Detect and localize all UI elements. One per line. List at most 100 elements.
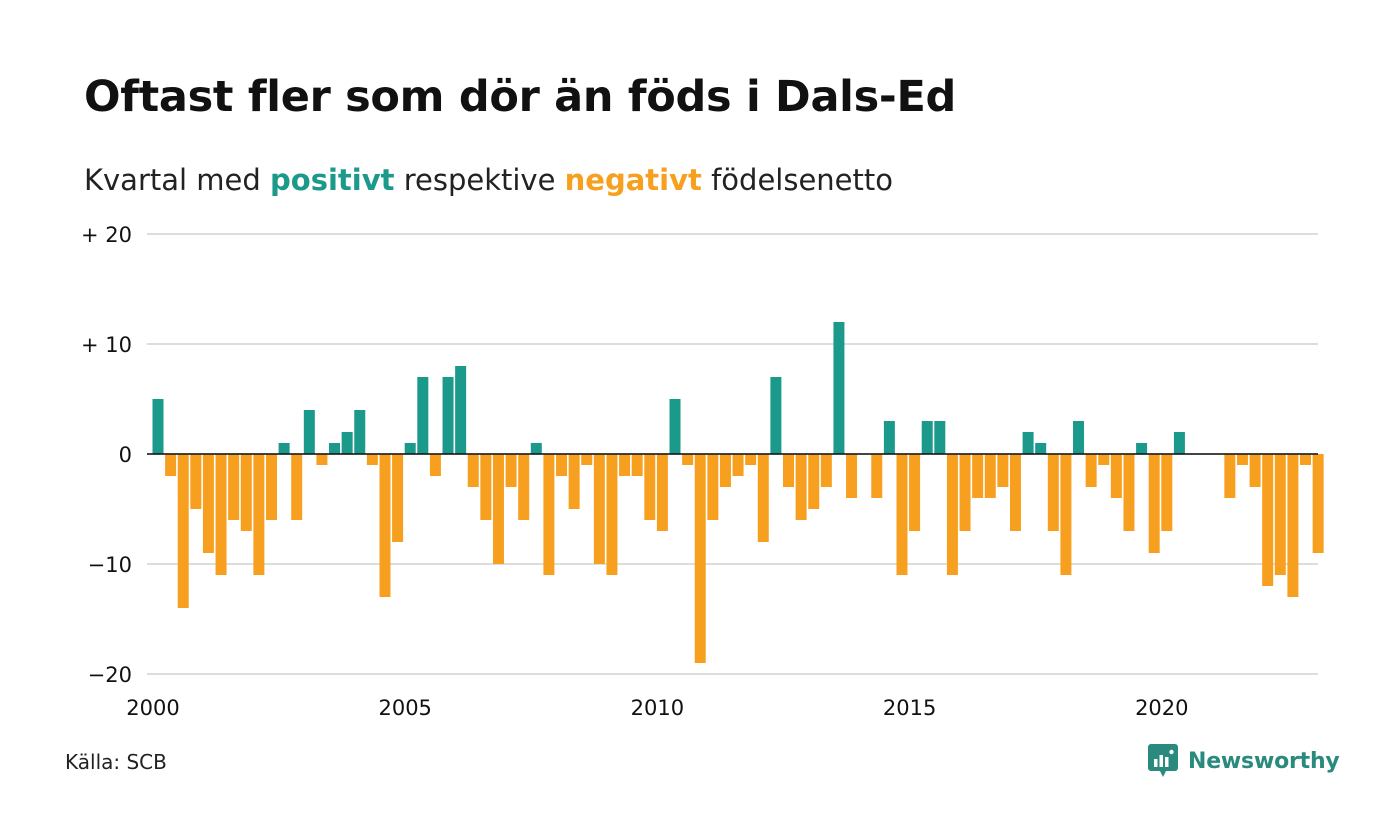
bar (543, 454, 555, 575)
bar (303, 410, 315, 454)
bar (644, 454, 656, 520)
bar (833, 322, 845, 454)
bar (379, 454, 391, 597)
bar (757, 454, 769, 542)
bar (404, 443, 416, 454)
bar (1249, 454, 1261, 487)
bar (215, 454, 227, 575)
bar (568, 454, 580, 509)
bar (518, 454, 530, 520)
y-tick-label: −20 (88, 663, 132, 687)
y-tick-label: + 20 (81, 223, 132, 247)
bar (1047, 454, 1059, 531)
bar (770, 377, 782, 454)
x-tick-label: 2000 (126, 696, 179, 720)
bar (619, 454, 631, 476)
bar (656, 454, 668, 531)
bar (896, 454, 908, 575)
chart-subtitle: Kvartal med positivt respektive negativt… (84, 163, 893, 197)
bar (291, 454, 303, 520)
subtitle-suffix: födelsenetto (701, 163, 893, 197)
bars (147, 322, 1324, 663)
bar (972, 454, 984, 498)
bar (165, 454, 177, 476)
bar (1060, 454, 1072, 575)
bar (354, 410, 366, 454)
bar (883, 421, 895, 454)
bar (253, 454, 265, 575)
bar (480, 454, 492, 520)
bar (152, 399, 164, 454)
subtitle-negative-word: negativt (564, 163, 702, 197)
x-tick-label: 2005 (378, 696, 431, 720)
bar (820, 454, 832, 487)
bar (606, 454, 618, 575)
bar (417, 377, 429, 454)
bar (1022, 432, 1034, 454)
bar (467, 454, 479, 487)
bar (795, 454, 807, 520)
bar (631, 454, 643, 476)
bar (909, 454, 921, 531)
bar (1085, 454, 1097, 487)
x-tick-label: 2015 (883, 696, 936, 720)
bar (177, 454, 189, 608)
bar (392, 454, 404, 542)
chart-title: Oftast fler som dör än föds i Dals-Ed (84, 72, 956, 122)
bar (694, 454, 706, 663)
bar (1098, 454, 1110, 465)
brand-logo: Newsworthy (1148, 744, 1340, 778)
bar (1110, 454, 1122, 498)
x-axis-labels: 2000 2005 2010 2015 2020 (126, 696, 1188, 720)
bar (240, 454, 252, 531)
bar (1161, 454, 1173, 531)
bar (1287, 454, 1299, 597)
bar (808, 454, 820, 509)
y-axis-labels: + 20 + 10 0 −10 −20 (81, 223, 132, 687)
bar (682, 454, 694, 465)
bar (783, 454, 794, 487)
bar (1148, 454, 1160, 553)
bar (316, 454, 328, 465)
bar (341, 432, 353, 454)
bar (1035, 443, 1047, 454)
bar (556, 454, 568, 476)
x-tick-label: 2020 (1135, 696, 1188, 720)
bar (984, 454, 996, 498)
bar (707, 454, 719, 520)
bar (719, 454, 731, 487)
subtitle-positive-word: positivt (270, 163, 395, 197)
bar (846, 454, 858, 498)
y-tick-label: + 10 (81, 333, 132, 357)
bar (1173, 432, 1185, 454)
bar (934, 421, 946, 454)
bar (190, 454, 202, 509)
bar (959, 454, 971, 531)
bar (1300, 454, 1312, 465)
bar (1123, 454, 1135, 531)
bar (669, 399, 681, 454)
bar (429, 454, 441, 476)
bar (1073, 421, 1085, 454)
x-tick-label: 2010 (631, 696, 684, 720)
bar (228, 454, 240, 520)
bar (593, 454, 605, 564)
bar (1312, 454, 1324, 553)
bar (1224, 454, 1236, 498)
bar (442, 377, 454, 454)
bar (946, 454, 958, 575)
bar (871, 454, 883, 498)
subtitle-middle: respektive (394, 163, 565, 197)
newsworthy-logo-icon (1148, 744, 1178, 777)
bar (745, 454, 757, 465)
bar (530, 443, 542, 454)
bar (1274, 454, 1286, 575)
bar (366, 454, 378, 465)
bar (265, 454, 277, 520)
bar (505, 454, 517, 487)
subtitle-prefix: Kvartal med (84, 163, 271, 197)
bar (202, 454, 214, 553)
bar (278, 443, 290, 454)
bar (1236, 454, 1248, 465)
